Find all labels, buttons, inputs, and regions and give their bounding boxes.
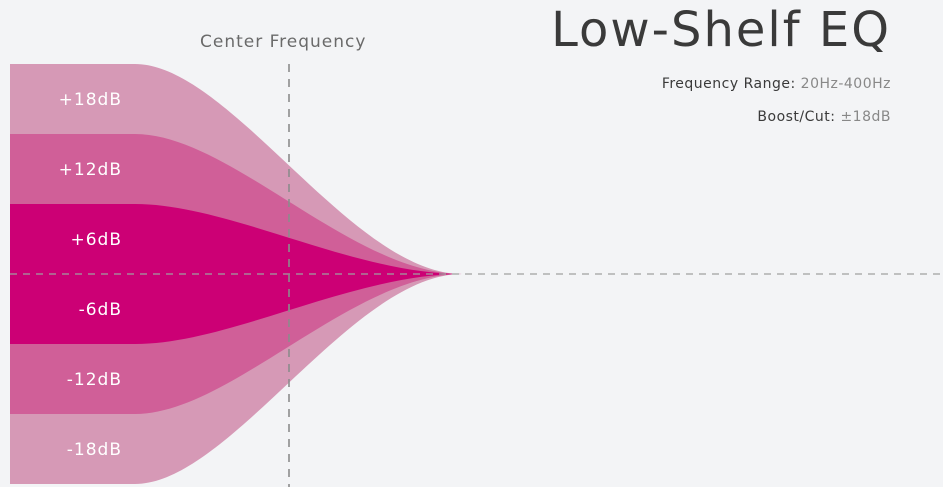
boost-cut-label: Boost/Cut: [757, 109, 836, 125]
boost-cut-spec: Boost/Cut: ±18dB [757, 109, 891, 125]
band-label-plus18: +18dB [59, 90, 122, 110]
frequency-range-label: Frequency Range: [661, 76, 796, 92]
band-label-plus6: +6dB [70, 230, 122, 250]
band-label-minus12: -12dB [67, 370, 122, 390]
center-frequency-label: Center Frequency [200, 32, 367, 52]
band-label-minus6: -6dB [79, 300, 122, 320]
frequency-range-spec: Frequency Range: 20Hz-400Hz [662, 76, 891, 92]
band-label-minus18: -18dB [67, 440, 122, 460]
frequency-range-value: 20Hz-400Hz [800, 76, 891, 92]
boost-cut-value: ±18dB [840, 109, 891, 125]
band-label-plus12: +12dB [59, 160, 122, 180]
page-title: Low-Shelf EQ [551, 2, 891, 58]
band-labels: +18dB +12dB +6dB -6dB -12dB -18dB [59, 90, 122, 460]
